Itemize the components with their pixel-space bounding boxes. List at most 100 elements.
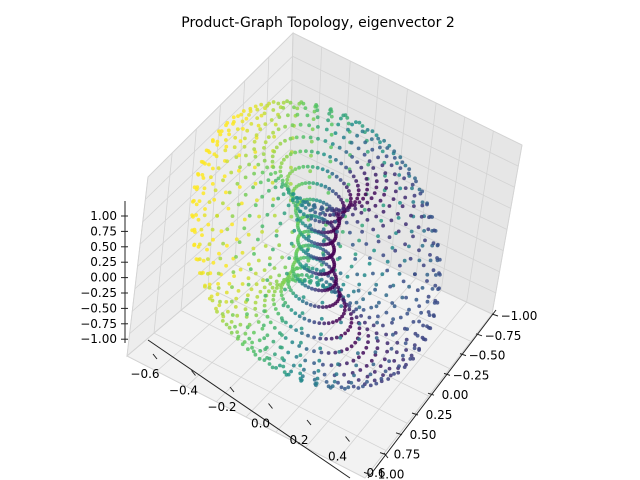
data-point <box>255 295 260 299</box>
data-point <box>224 144 229 149</box>
data-point <box>363 192 368 197</box>
data-point <box>314 104 319 108</box>
data-point <box>402 258 407 263</box>
data-point <box>387 235 392 240</box>
data-point <box>299 340 303 345</box>
data-point <box>245 128 250 133</box>
data-point <box>338 271 343 276</box>
data-point <box>205 247 209 252</box>
data-point <box>328 159 333 164</box>
data-point <box>396 212 400 216</box>
gridline <box>491 144 523 315</box>
data-point <box>324 305 329 309</box>
data-point <box>245 297 250 302</box>
data-point <box>253 181 258 186</box>
data-point <box>273 122 278 127</box>
data-point <box>356 378 361 382</box>
z-tick-label: 0.75 <box>90 224 117 238</box>
y-tick-label: −0.4 <box>169 384 198 398</box>
y-tick-mark <box>306 419 312 426</box>
data-point <box>297 297 302 301</box>
data-point <box>225 159 230 164</box>
data-point <box>378 140 382 145</box>
data-point <box>295 266 300 271</box>
data-point <box>285 177 290 182</box>
data-point <box>349 344 354 349</box>
data-point <box>331 303 335 307</box>
data-point <box>337 291 342 296</box>
data-point <box>276 176 281 181</box>
data-point <box>371 271 375 276</box>
data-point <box>357 305 362 310</box>
data-point <box>216 166 221 171</box>
data-point <box>395 161 399 166</box>
data-point <box>321 210 325 215</box>
data-point <box>349 140 354 145</box>
data-point <box>286 304 290 309</box>
data-point <box>366 340 370 344</box>
data-point <box>379 218 384 223</box>
data-point <box>263 298 267 303</box>
data-point <box>340 200 345 205</box>
data-point <box>280 178 285 183</box>
data-point <box>294 294 298 299</box>
data-point <box>265 356 269 360</box>
data-point <box>231 115 236 120</box>
data-point <box>391 317 395 322</box>
data-point <box>408 256 413 261</box>
data-point <box>386 377 391 381</box>
data-point <box>288 136 293 141</box>
data-point <box>342 181 346 186</box>
data-point <box>247 262 251 267</box>
data-point <box>301 135 306 139</box>
data-point <box>304 273 309 278</box>
data-point <box>411 320 416 324</box>
data-point <box>387 359 391 363</box>
data-point <box>337 350 342 354</box>
data-point <box>371 166 376 170</box>
data-point <box>303 206 308 210</box>
data-point <box>376 136 381 141</box>
data-point <box>253 203 258 208</box>
data-point <box>307 234 311 239</box>
data-point <box>362 208 367 212</box>
data-point <box>246 282 251 287</box>
data-point <box>211 166 215 171</box>
data-point <box>390 320 394 325</box>
data-point <box>244 153 248 158</box>
data-point <box>272 134 276 139</box>
data-point <box>437 257 442 262</box>
data-point <box>318 199 322 204</box>
data-point <box>306 285 311 290</box>
data-point <box>232 145 237 150</box>
data-point <box>405 311 410 316</box>
data-point <box>362 273 367 278</box>
data-point <box>354 179 359 183</box>
data-point <box>230 285 234 289</box>
data-point <box>238 267 243 272</box>
data-point <box>262 285 267 290</box>
gridline <box>466 130 494 303</box>
data-point <box>295 112 300 117</box>
data-point <box>334 174 339 179</box>
data-point <box>217 303 222 308</box>
data-point <box>412 204 416 209</box>
data-point <box>207 162 211 167</box>
data-point <box>312 304 317 308</box>
data-point <box>350 122 354 127</box>
data-point <box>378 198 383 203</box>
data-point <box>287 285 292 290</box>
data-point <box>231 256 236 261</box>
data-point <box>195 185 200 190</box>
data-point <box>289 165 293 170</box>
data-point <box>371 362 376 367</box>
data-point <box>271 165 276 170</box>
data-point <box>364 177 369 181</box>
data-point <box>415 288 420 293</box>
data-point <box>289 369 293 374</box>
data-point <box>368 372 373 377</box>
data-point <box>330 384 335 389</box>
data-point <box>232 120 236 124</box>
data-point <box>374 331 379 336</box>
data-point <box>252 139 257 144</box>
